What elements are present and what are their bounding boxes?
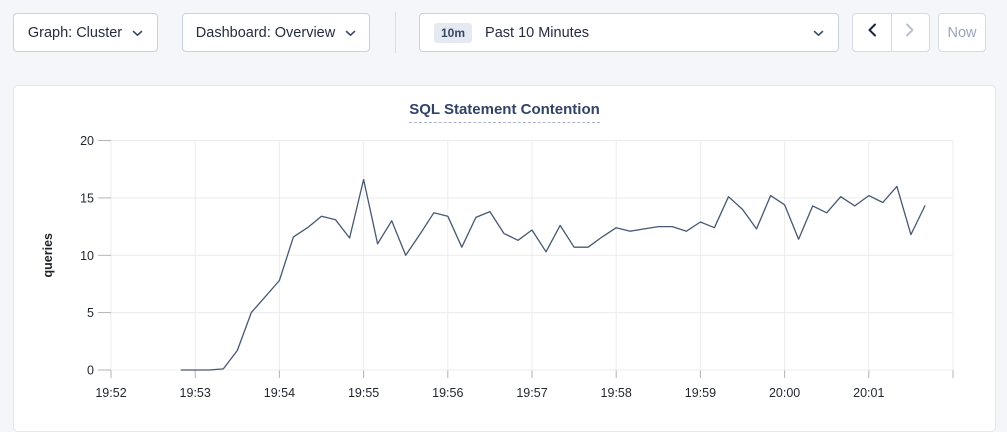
chart-card: 0 5 10 15 20 19:52 19:53 19:54 19:55 19:56 19:57 19…	[13, 85, 996, 432]
time-nav-group	[852, 13, 930, 52]
x-tick-label: 19:52	[95, 386, 126, 400]
y-tick-label: 10	[80, 249, 94, 263]
x-tick-label: 19:59	[685, 386, 716, 400]
y-tick-label: 20	[80, 134, 94, 148]
x-tick-label: 19:54	[264, 386, 295, 400]
time-range-dropdown[interactable]: 10m Past 10 Minutes	[419, 13, 839, 52]
x-tick-label: 19:53	[180, 386, 211, 400]
chevron-down-icon	[345, 30, 356, 37]
chevron-right-icon	[905, 23, 915, 42]
now-button-label: Now	[947, 24, 977, 41]
chevron-left-icon	[867, 23, 877, 42]
x-tick-label: 20:01	[853, 386, 884, 400]
chart-title-row: SQL Statement Contention	[14, 101, 995, 123]
chevron-down-icon	[813, 30, 824, 37]
x-tick-label: 19:55	[348, 386, 379, 400]
time-range-badge: 10m	[434, 22, 473, 43]
x-tick-label: 20:00	[769, 386, 800, 400]
dashboard-dropdown-label: Dashboard: Overview	[195, 24, 336, 41]
prev-interval-button[interactable]	[853, 14, 891, 51]
x-tick-label: 19:56	[432, 386, 463, 400]
chart-plot[interactable]: 0 5 10 15 20 19:52 19:53 19:54 19:55 19:56 19:57 19…	[14, 86, 995, 431]
dashboard-dropdown[interactable]: Dashboard: Overview	[182, 13, 370, 52]
time-range-label: Past 10 Minutes	[485, 24, 590, 41]
y-axis-title: queries	[41, 233, 55, 278]
graph-dropdown[interactable]: Graph: Cluster	[13, 13, 158, 52]
chart-title[interactable]: SQL Statement Contention	[409, 101, 600, 123]
chart-line	[180, 178, 926, 371]
chevron-down-icon	[132, 30, 143, 37]
x-tick-label: 19:58	[601, 386, 632, 400]
now-button[interactable]: Now	[938, 13, 986, 52]
next-interval-button[interactable]	[890, 14, 930, 51]
x-tick-label: 19:57	[516, 386, 547, 400]
y-tick-label: 5	[87, 306, 94, 320]
y-tick-label: 15	[80, 191, 94, 205]
toolbar-divider	[395, 12, 396, 53]
graph-dropdown-label: Graph: Cluster	[27, 24, 123, 41]
y-tick-label: 0	[87, 364, 94, 378]
